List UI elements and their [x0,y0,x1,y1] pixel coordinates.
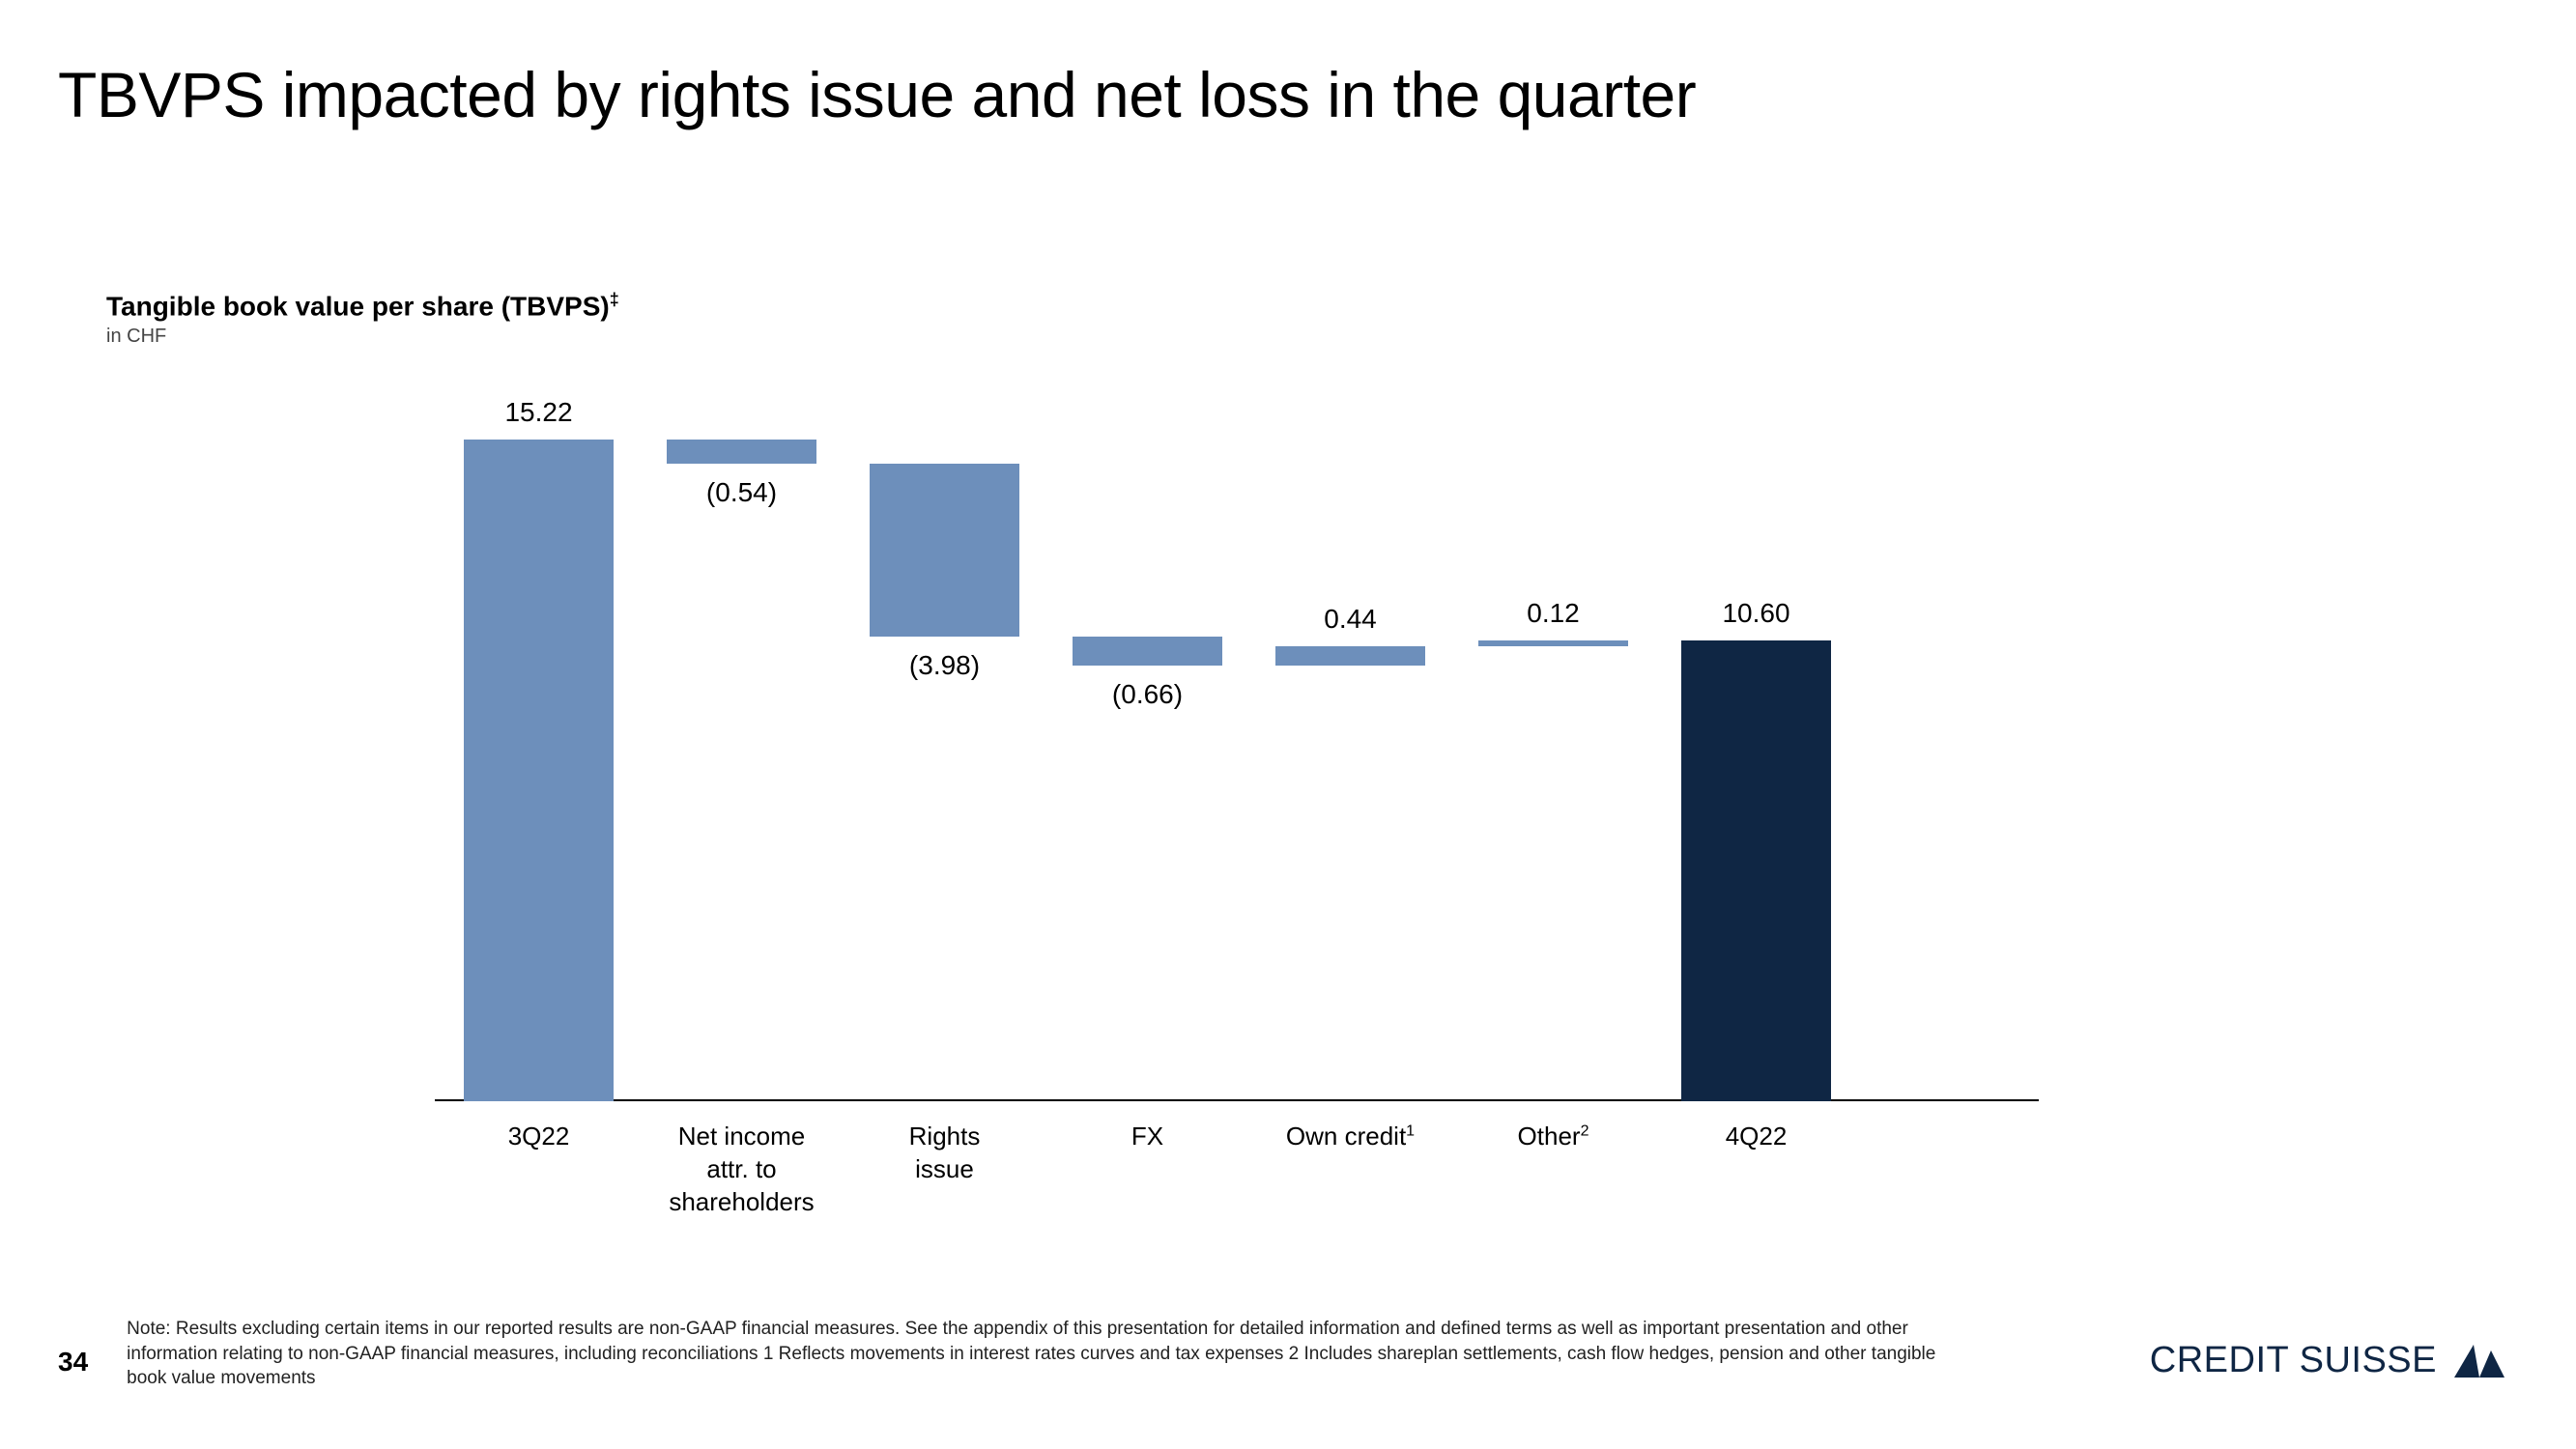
waterfall-column: 0.44 [1275,406,1425,1101]
waterfall-column: 0.12 [1478,406,1628,1101]
x-axis-label: Other2 [1447,1121,1660,1153]
waterfall-value-label: 10.60 [1681,598,1831,629]
waterfall-value-label: (3.98) [870,650,1019,681]
waterfall-column: (3.98) [870,406,1019,1101]
chart-container: Tangible book value per share (TBVPS)‡ i… [106,290,2039,1101]
waterfall-bar [667,440,816,463]
waterfall-column: 15.22 [464,406,614,1101]
sails-icon [2450,1339,2508,1381]
waterfall-column: (0.54) [667,406,816,1101]
waterfall-bar [1478,640,1628,646]
slide-title: TBVPS impacted by rights issue and net l… [58,58,1696,131]
waterfall-bar [1681,640,1831,1101]
x-axis-label: 4Q22 [1650,1121,1863,1153]
x-axis-label: FX [1042,1121,1254,1153]
x-axis-label: 3Q22 [433,1121,645,1153]
chart-subtitle: in CHF [106,326,2039,348]
waterfall-bar [1275,646,1425,666]
x-axis-label: Own credit1 [1245,1121,1457,1153]
waterfall-value-label: (0.54) [667,477,816,508]
chart-title-text: Tangible book value per share (TBVPS) [106,291,610,321]
waterfall-bar [464,440,614,1101]
chart-title-dagger: ‡ [610,290,619,309]
waterfall-column: 10.60 [1681,406,1831,1101]
footnote: Note: Results excluding certain items in… [127,1317,1962,1391]
waterfall-value-label: 15.22 [464,397,614,428]
waterfall-column: (0.66) [1073,406,1222,1101]
waterfall-chart: 3Q22Net incomeattr. toshareholdersRights… [106,406,2039,1101]
waterfall-value-label: (0.66) [1073,679,1222,710]
page-number: 34 [58,1347,88,1391]
waterfall-bar [1073,637,1222,666]
chart-title: Tangible book value per share (TBVPS)‡ [106,290,2039,322]
logo: CREDIT SUISSE [2150,1339,2508,1381]
x-axis-label: Net incomeattr. toshareholders [636,1121,848,1218]
x-axis-label: Rightsissue [839,1121,1051,1186]
logo-text: CREDIT SUISSE [2150,1340,2437,1381]
waterfall-bar [870,464,1019,637]
waterfall-value-label: 0.12 [1478,598,1628,629]
waterfall-value-label: 0.44 [1275,604,1425,635]
